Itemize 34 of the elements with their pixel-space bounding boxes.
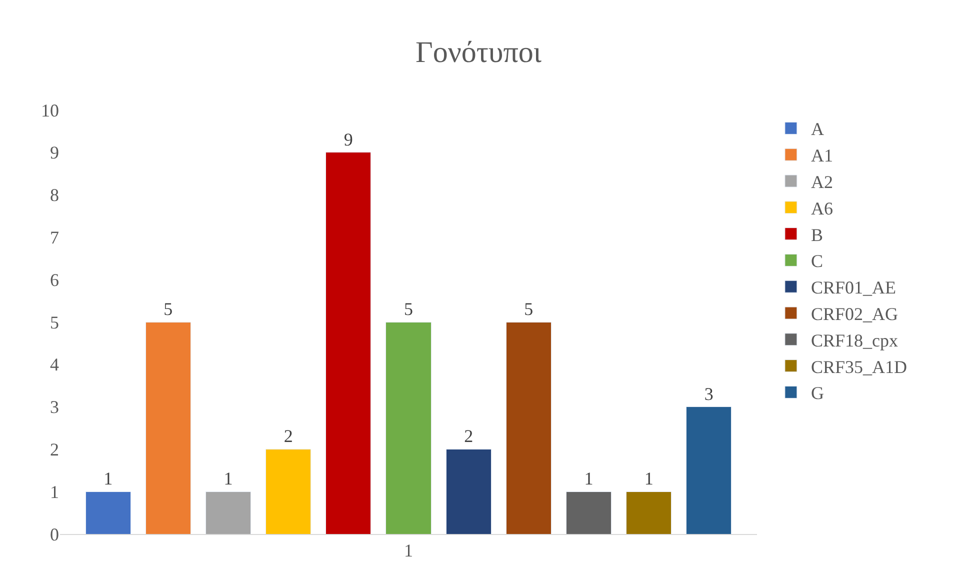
data-label: 2 — [464, 426, 474, 446]
legend-label: A6 — [810, 198, 833, 218]
data-label: 5 — [164, 299, 173, 319]
chart-title: Γονότυποι — [415, 36, 542, 69]
legend-label: A — [810, 119, 824, 140]
data-label: 1 — [104, 468, 113, 489]
legend-label: C — [810, 251, 823, 272]
legend-label: CRF01_AE — [810, 278, 896, 298]
y-tick-label: 9 — [50, 142, 59, 163]
y-tick-label: 6 — [50, 270, 59, 290]
y-tick-label: 1 — [50, 482, 59, 502]
data-label: 1 — [224, 468, 233, 489]
data-label: 2 — [284, 426, 293, 446]
y-tick-label: 7 — [50, 228, 59, 248]
data-label: 1 — [644, 468, 654, 489]
legend-label: A1 — [810, 146, 833, 166]
legend-label: CRF18_cpx — [810, 330, 898, 350]
y-tick-label: 4 — [50, 354, 59, 375]
y-tick-label: 5 — [50, 312, 59, 332]
legend-label: CRF02_AG — [810, 304, 898, 324]
data-label: 5 — [404, 299, 413, 319]
data-label: 3 — [704, 384, 714, 404]
y-tick-label: 3 — [50, 397, 59, 418]
y-tick-label: 0 — [50, 524, 59, 544]
legend-label: CRF35_A1D — [810, 356, 907, 377]
legend-label: G — [810, 383, 824, 404]
y-tick-label: 8 — [50, 185, 59, 206]
data-label: 1 — [584, 468, 594, 489]
y-tick-label: 10 — [41, 100, 59, 120]
legend-label: A2 — [810, 172, 833, 192]
data-label: 5 — [524, 299, 534, 319]
legend-label: B — [810, 224, 823, 245]
y-tick-label: 2 — [50, 440, 59, 460]
data-label: 9 — [344, 129, 353, 150]
